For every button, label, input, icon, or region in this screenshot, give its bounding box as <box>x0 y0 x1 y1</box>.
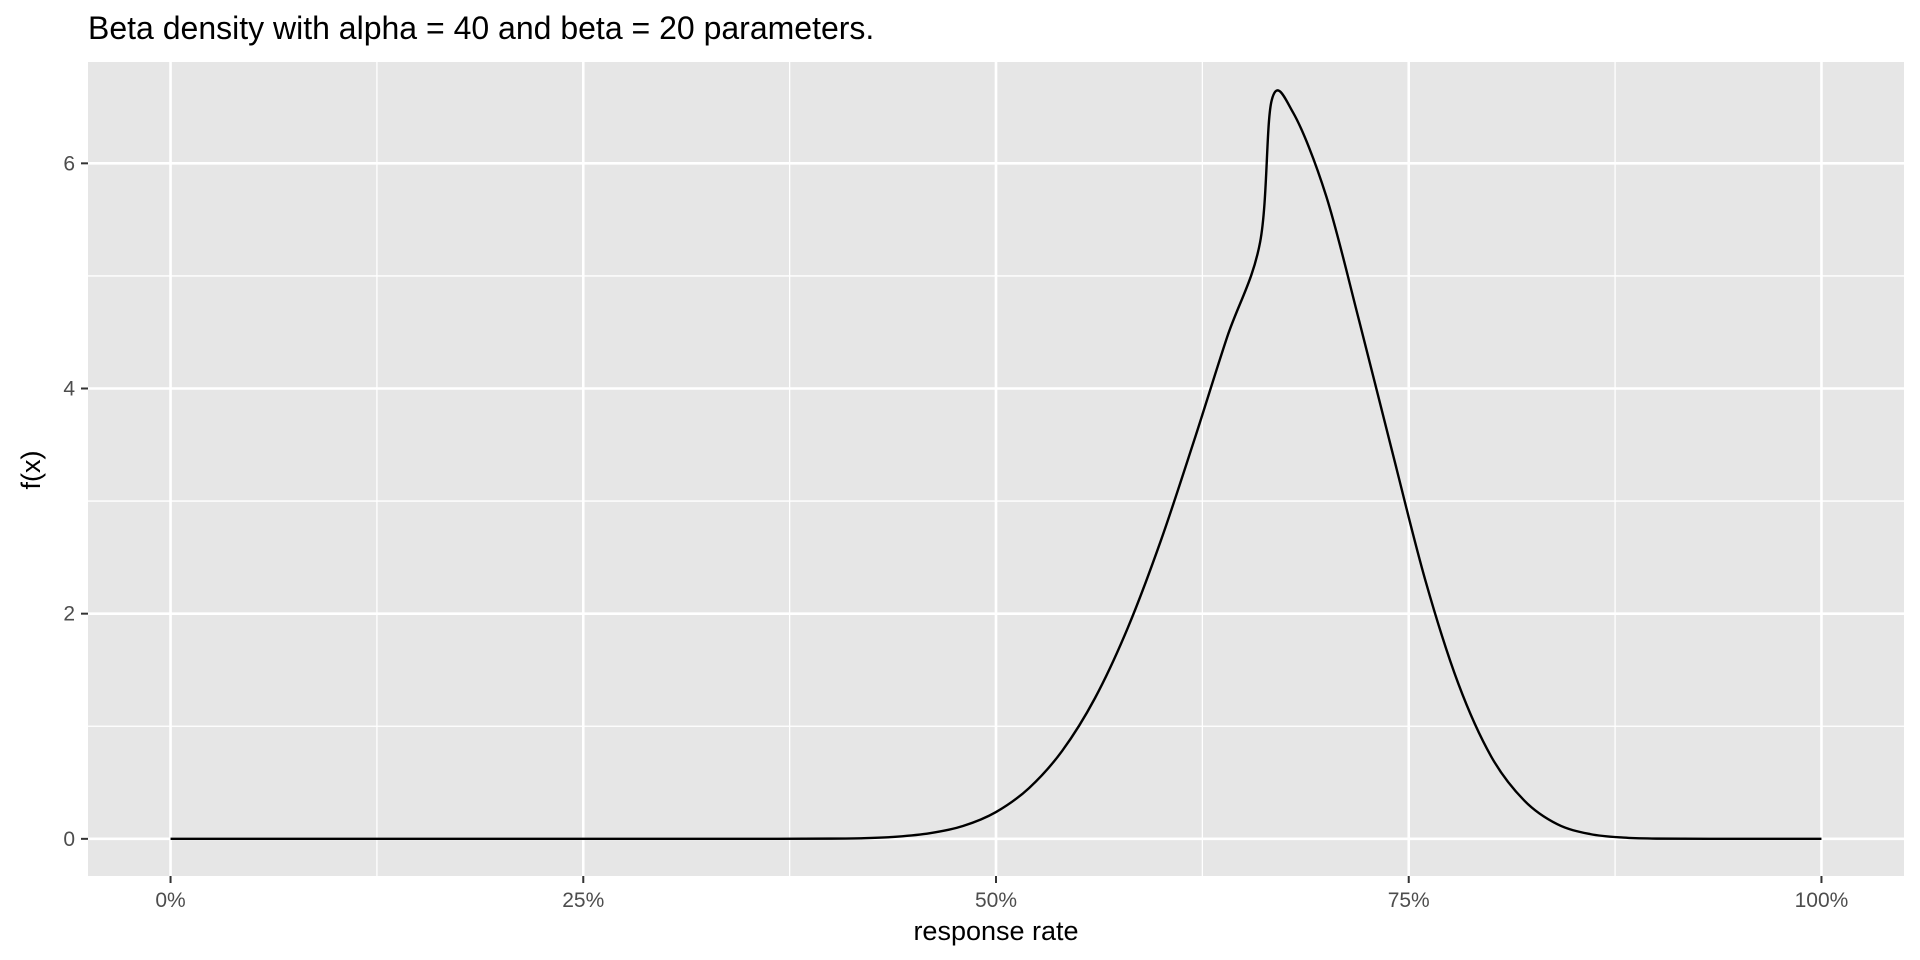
x-tick-label: 25% <box>562 889 604 912</box>
major-gridlines <box>88 62 1904 876</box>
y-axis-title: f(x) <box>16 451 46 490</box>
x-tick-label: 75% <box>1388 889 1430 912</box>
y-tick-label: 6 <box>63 152 75 175</box>
x-tick-label: 100% <box>1795 889 1849 912</box>
x-tick-label: 50% <box>975 889 1017 912</box>
chart-title: Beta density with alpha = 40 and beta = … <box>88 10 874 46</box>
y-tick-label: 2 <box>63 603 75 626</box>
y-tick-label: 0 <box>63 828 75 851</box>
density-curve <box>170 89 1822 841</box>
x-axis-title: response rate <box>913 916 1078 946</box>
y-tick-label: 4 <box>63 378 75 401</box>
axis-ticks: 0% 25% 50% 75% 100% 0 2 4 6 <box>63 152 1848 912</box>
x-tick-label: 0% <box>155 889 185 912</box>
